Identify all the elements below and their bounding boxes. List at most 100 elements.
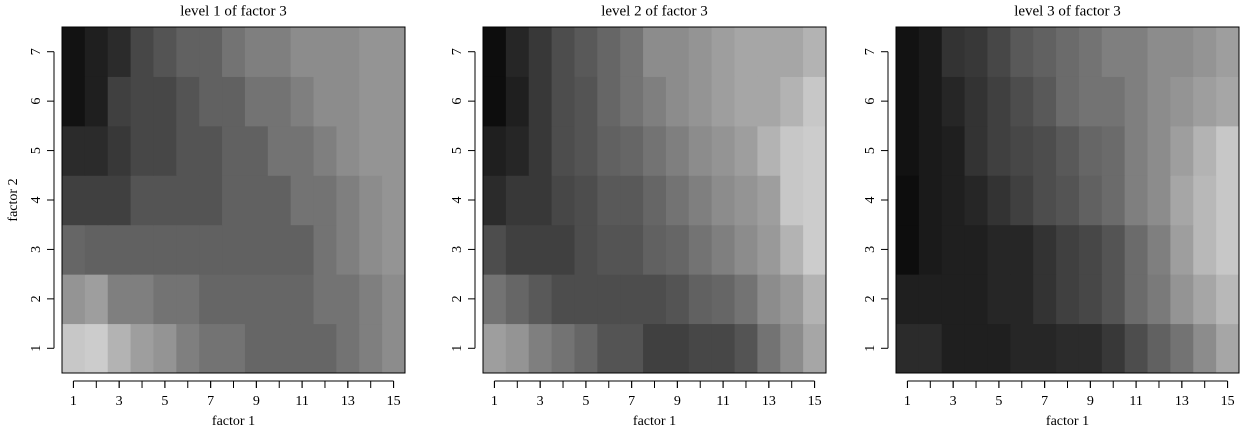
y-axis-label: factor 2: [6, 178, 21, 221]
heat-cell: [176, 125, 200, 176]
heat-cell: [1147, 323, 1171, 374]
heat-cell: [1147, 224, 1171, 275]
heat-cell: [1078, 125, 1103, 176]
heat-cell: [382, 175, 406, 226]
heat-cell: [153, 27, 177, 77]
heat-cell: [1056, 274, 1080, 325]
heat-cell: [620, 175, 644, 226]
heat-cell: [528, 27, 553, 77]
heat-cell: [574, 125, 598, 176]
heat-cell: [803, 175, 827, 226]
heat-cell: [665, 27, 690, 77]
heat-cell: [574, 274, 598, 325]
heat-cell: [62, 274, 86, 325]
heat-cell: [1193, 224, 1217, 275]
heat-cell: [382, 76, 406, 127]
heat-cell: [483, 175, 507, 226]
heat-cell: [528, 125, 553, 176]
heat-cell: [987, 76, 1011, 127]
heat-cell: [1124, 27, 1149, 77]
heat-cell: [1193, 27, 1217, 77]
heat-cell: [1170, 76, 1194, 127]
heat-cell: [290, 125, 315, 176]
heat-cell: [1193, 175, 1217, 226]
heat-cell: [1101, 323, 1126, 374]
heat-cell: [84, 76, 109, 127]
heat-cell: [222, 125, 246, 176]
y-tick-label: 4: [450, 197, 465, 204]
x-tick-label: 1: [491, 394, 498, 409]
heat-cell: [1010, 125, 1034, 176]
heat-cell: [1010, 274, 1034, 325]
heat-cell: [62, 323, 86, 374]
heat-cell: [1078, 76, 1103, 127]
heat-cell: [107, 76, 132, 127]
heat-cell: [1056, 27, 1080, 77]
heat-cell: [107, 274, 132, 325]
heat-cell: [665, 175, 690, 226]
heat-cell: [1170, 125, 1194, 176]
heat-cell: [483, 274, 507, 325]
y-tick-label: 4: [29, 197, 44, 204]
heat-cell: [734, 76, 758, 127]
heat-cell: [987, 125, 1011, 176]
x-tick-label: 13: [1175, 394, 1189, 409]
x-tick-label: 5: [995, 394, 1002, 409]
y-tick-label: 7: [29, 48, 44, 55]
heat-cell: [964, 125, 988, 176]
heat-cell: [734, 175, 758, 226]
heat-cell: [896, 175, 920, 226]
x-tick-label: 15: [808, 394, 822, 409]
heat-cell: [176, 76, 200, 127]
heat-cell: [176, 274, 200, 325]
heat-cell: [987, 224, 1011, 275]
heat-cell: [267, 274, 292, 325]
heat-cell: [1010, 76, 1034, 127]
heat-cell: [382, 27, 406, 77]
x-axis-label: factor 1: [212, 414, 255, 429]
heat-cell: [107, 175, 132, 226]
heat-cell: [643, 27, 667, 77]
heat-cell: [199, 323, 223, 374]
plot-frame: [61, 26, 406, 374]
heat-cell: [1124, 76, 1149, 127]
heat-cell: [1216, 76, 1240, 127]
heat-cell: [153, 323, 177, 374]
heat-cell: [176, 27, 200, 77]
heat-cell: [290, 274, 315, 325]
heat-cell: [382, 125, 406, 176]
heat-cell: [176, 323, 200, 374]
heat-cell: [1101, 175, 1126, 226]
heat-cell: [780, 125, 804, 176]
heat-cell: [551, 175, 575, 226]
y-tick-label: 3: [450, 246, 465, 253]
heat-cell: [483, 27, 507, 77]
heat-cell: [359, 76, 383, 127]
heat-cell: [620, 224, 644, 275]
heat-cell: [336, 27, 360, 77]
heat-cell: [1056, 175, 1080, 226]
heat-cell: [222, 76, 246, 127]
heat-cell: [222, 224, 246, 275]
heat-cell: [620, 274, 644, 325]
heat-cell: [896, 323, 920, 374]
heat-cell: [528, 224, 553, 275]
heat-cell: [153, 224, 177, 275]
heat-cell: [1170, 175, 1194, 226]
heat-cell: [199, 274, 223, 325]
heat-cell: [382, 274, 406, 325]
heat-cell: [688, 76, 713, 127]
heat-cell: [665, 125, 690, 176]
heat-cell: [551, 274, 575, 325]
heat-cell: [528, 274, 553, 325]
heat-cell: [711, 323, 736, 374]
heat-cell: [964, 27, 988, 77]
heat-cell: [941, 274, 966, 325]
plot-frame: [895, 26, 1240, 374]
x-tick-label: 7: [1041, 394, 1048, 409]
heat-cell: [757, 27, 781, 77]
heat-cell: [1078, 224, 1103, 275]
heat-cell: [176, 224, 200, 275]
heat-cell: [1033, 76, 1057, 127]
heat-cell: [267, 27, 292, 77]
